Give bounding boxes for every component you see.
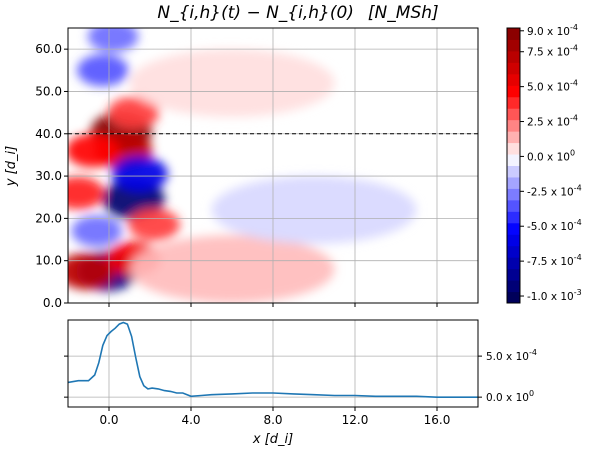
- colorbar-band: [507, 268, 520, 281]
- colorbar-band: [507, 119, 520, 132]
- line-panel: 0.0 4.0 8.0 12.0 16.0 0.0 x 100 5.0 x 10-4 x …: [64, 319, 537, 447]
- colorbar-tick-label: -7.5 x 10-4: [527, 253, 582, 268]
- heatmap-blob: [111, 156, 168, 192]
- colorbar-band: [507, 85, 520, 98]
- colorbar-band: [507, 96, 520, 109]
- heatmap-y-label: y [d_i]: [4, 146, 19, 187]
- line-series: [68, 321, 478, 398]
- colorbar-ticks: 9.0 x 10-4 7.5 x 10-4 5.0 x 10-4 2.5 x 10-4…: [520, 23, 582, 303]
- colorbar-band: [507, 131, 520, 144]
- colorbar: 9.0 x 10-4 7.5 x 10-4 5.0 x 10-4 2.5 x 10-4…: [506, 23, 582, 304]
- heatmap-blob: [211, 176, 417, 244]
- colorbar-tick-label: 2.5 x 10-4: [527, 114, 578, 129]
- colorbar-tick-label: 5.0 x 10-4: [527, 79, 578, 94]
- chart-title: N_{i,h}(t) − N_{i,h}(0) [N_MSh]: [157, 3, 438, 23]
- x-tick-label: 12.0: [342, 413, 369, 427]
- y-tick-label: 30.0: [35, 169, 62, 183]
- heatmap-blob: [71, 215, 122, 247]
- colorbar-tick-label: 9.0 x 10-4: [527, 23, 578, 38]
- y-tick-label: 50.0: [35, 84, 62, 98]
- colorbar-tick-label: -5.0 x 10-4: [527, 218, 582, 233]
- heatmap-panel: 0.0 10.0 20.0 30.0 40.0 50.0 60.0 y [d_i]: [4, 27, 479, 310]
- x-tick-label: 8.0: [263, 413, 282, 427]
- heatmap-blob: [128, 208, 180, 241]
- colorbar-bands: [507, 28, 520, 304]
- x-tick-label: 0.0: [99, 413, 118, 427]
- y-tick-label: 60.0: [35, 42, 62, 56]
- colorbar-band: [507, 142, 520, 155]
- x-tick-label: 4.0: [181, 413, 200, 427]
- colorbar-band: [507, 50, 520, 63]
- line-grid: [68, 320, 478, 407]
- colorbar-band: [507, 280, 520, 293]
- colorbar-band: [507, 222, 520, 235]
- x-tick-label: 16.0: [424, 413, 451, 427]
- y-tick-label: 40.0: [35, 127, 62, 141]
- heatmap-blob: [87, 28, 139, 53]
- colorbar-band: [507, 245, 520, 258]
- line-x-ticks: 0.0 4.0 8.0 12.0 16.0: [99, 407, 450, 427]
- heatmap-y-ticks: 0.0 10.0 20.0 30.0 40.0 50.0 60.0: [35, 42, 68, 310]
- heatmap-x-tick-marks: [108, 303, 438, 307]
- line-x-label: x [d_i]: [252, 432, 293, 447]
- heatmap-blob: [68, 252, 116, 290]
- heatmap-blob: [129, 235, 335, 303]
- colorbar-band: [507, 176, 520, 189]
- colorbar-band: [507, 199, 520, 212]
- colorbar-tick-label: 7.5 x 10-4: [527, 44, 578, 59]
- colorbar-band: [507, 62, 520, 75]
- line-y-ticks: 0.0 x 100 5.0 x 10-4: [64, 348, 537, 404]
- colorbar-tick-label: 0.0 x 100: [527, 148, 575, 163]
- heatmap-blob: [68, 134, 120, 168]
- heatmap-blob: [129, 49, 335, 117]
- colorbar-band: [507, 154, 520, 166]
- colorbar-band: [507, 39, 520, 52]
- colorbar-band: [507, 257, 520, 270]
- heatmap-blob: [107, 96, 160, 129]
- y-tick-label: 0.0 x 100: [486, 389, 534, 404]
- y-tick-label: 20.0: [35, 211, 62, 225]
- colorbar-tick-label: -1.0 x 10-3: [527, 288, 582, 303]
- colorbar-band: [507, 73, 520, 86]
- colorbar-band: [507, 234, 520, 247]
- heatmap-blob: [77, 54, 129, 87]
- y-tick-label: 5.0 x 10-4: [486, 348, 537, 363]
- colorbar-band: [507, 291, 520, 304]
- y-tick-label: 0.0: [43, 296, 62, 310]
- colorbar-band: [507, 165, 520, 178]
- y-tick-label: 10.0: [35, 254, 62, 268]
- colorbar-band: [507, 211, 520, 224]
- heatmap-blob: [68, 176, 105, 210]
- colorbar-tick-label: -2.5 x 10-4: [527, 183, 582, 198]
- colorbar-band: [507, 188, 520, 201]
- colorbar-band: [507, 108, 520, 121]
- colorbar-band: [507, 28, 520, 40]
